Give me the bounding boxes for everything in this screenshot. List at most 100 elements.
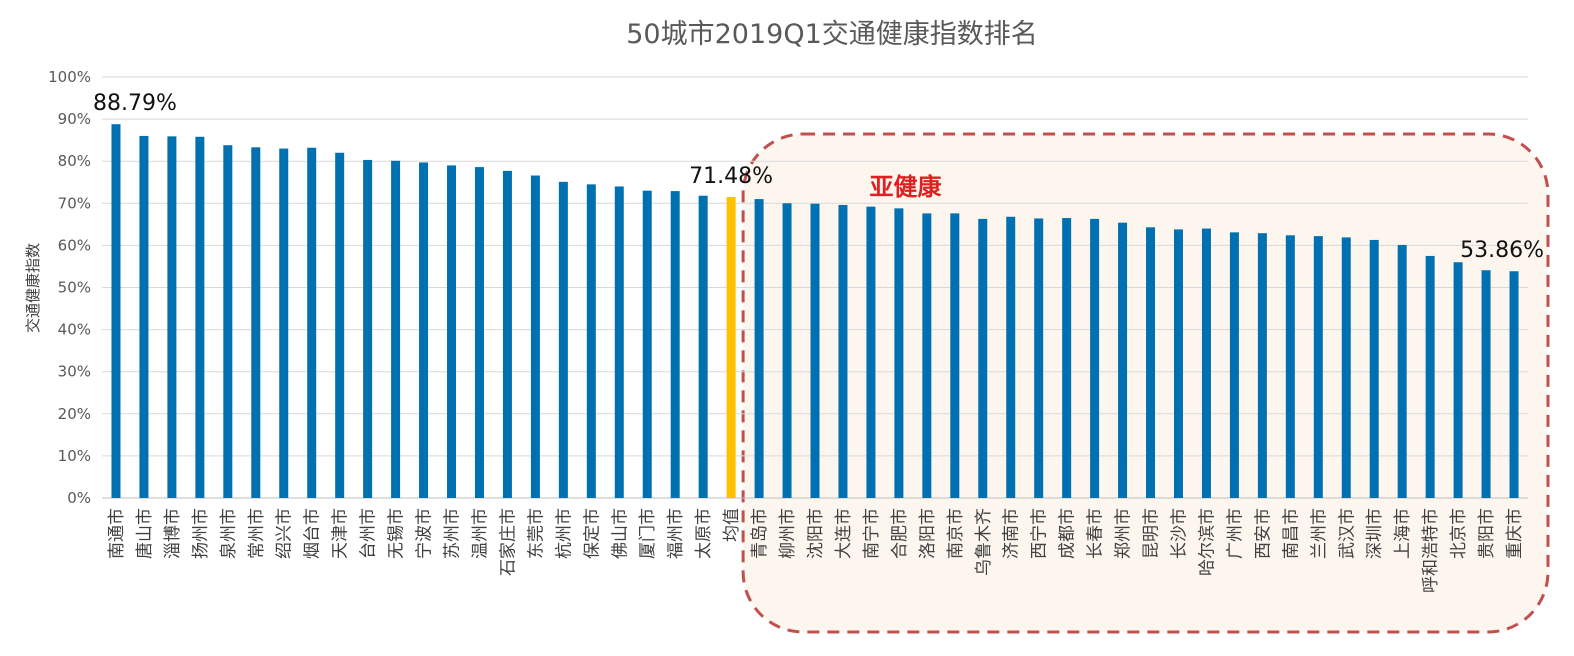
x-tick-label: 上海市 — [1393, 508, 1413, 559]
bar — [1201, 228, 1211, 498]
bar — [1257, 233, 1267, 499]
y-tick-label: 90% — [58, 110, 91, 128]
x-tick-label: 淄博市 — [163, 508, 183, 559]
bar — [139, 135, 149, 498]
y-tick-label: 20% — [58, 405, 91, 423]
x-tick-label: 均值 — [722, 508, 742, 542]
x-tick-label: 烟台市 — [303, 508, 323, 559]
x-tick-label: 柳州市 — [778, 508, 798, 559]
bars — [111, 124, 1519, 499]
x-tick-label: 宁波市 — [415, 508, 435, 559]
y-axis-ticks: 0% 10% 20% 30% 40% 50% 60% 70% 80% 90% 100% — [48, 68, 91, 507]
bar — [558, 181, 568, 499]
x-tick-label: 绍兴市 — [275, 508, 295, 559]
y-tick-label: 60% — [58, 236, 91, 254]
y-tick-label: 0% — [67, 489, 91, 507]
bar — [335, 152, 345, 498]
bar — [279, 148, 289, 498]
x-tick-label: 济南市 — [1002, 508, 1022, 559]
x-tick-label: 成都市 — [1058, 508, 1078, 559]
x-tick-label: 昆明市 — [1142, 508, 1162, 559]
bar — [1173, 229, 1183, 499]
x-tick-label: 太原市 — [694, 508, 714, 559]
x-tick-label: 呼和浩特市 — [1421, 508, 1441, 593]
x-tick-label: 扬州市 — [191, 508, 211, 559]
bar — [1229, 232, 1239, 498]
bar — [838, 204, 848, 498]
data-label: 53.86% — [1460, 238, 1544, 263]
x-tick-label: 乌鲁木齐 — [974, 508, 994, 576]
x-tick-label: 唐山市 — [134, 508, 155, 559]
x-tick-label: 苏州市 — [443, 508, 463, 559]
y-tick-label: 80% — [58, 152, 91, 170]
bar — [223, 145, 233, 498]
x-axis-categories: 南通市 唐山市 淄博市 扬州市 泉州市 常州市 绍兴市 烟台市 天津市 台州市 无锡市 宁波市 苏州市温… — [107, 508, 1525, 593]
chart-title: 50城市2019Q1交通健康指数排名 — [626, 19, 1038, 50]
bar — [726, 197, 736, 498]
bar — [167, 136, 177, 498]
bar — [586, 184, 596, 499]
x-tick-label: 哈尔滨市 — [1197, 508, 1217, 576]
x-tick-label: 天津市 — [331, 508, 351, 559]
bar — [754, 199, 764, 498]
x-tick-label: 合肥市 — [890, 508, 910, 559]
x-tick-label: 常州市 — [247, 508, 267, 559]
bar — [1118, 222, 1128, 498]
x-tick-label: 杭州市 — [554, 508, 574, 559]
x-tick-label: 台州市 — [359, 508, 379, 559]
y-tick-label: 70% — [58, 194, 91, 212]
sub-health-label: 亚健康 — [870, 173, 943, 201]
x-tick-label: 深圳市 — [1365, 508, 1385, 559]
x-tick-label: 郑州市 — [1114, 508, 1134, 559]
bar — [1453, 262, 1463, 498]
y-tick-label: 50% — [58, 279, 91, 297]
data-label: 88.79% — [93, 91, 177, 116]
x-tick-label: 无锡市 — [387, 508, 407, 559]
x-tick-label: 佛山市 — [610, 508, 630, 559]
bar — [978, 218, 988, 498]
bar — [1090, 218, 1100, 498]
x-tick-label: 厦门市 — [638, 508, 658, 559]
bar — [502, 170, 512, 498]
y-tick-label: 40% — [58, 321, 91, 339]
x-tick-label: 南通市 — [107, 508, 127, 559]
y-tick-label: 10% — [58, 447, 91, 465]
bar — [1481, 270, 1491, 498]
y-tick-label: 30% — [58, 363, 91, 381]
bar — [1285, 235, 1295, 498]
x-tick-label: 重庆市 — [1505, 508, 1525, 559]
bar — [1509, 271, 1519, 498]
x-tick-label: 南宁市 — [862, 508, 882, 559]
bar — [614, 186, 624, 498]
x-tick-label: 兰州市 — [1309, 508, 1329, 559]
bar — [195, 136, 205, 499]
x-tick-label: 温州市 — [470, 508, 490, 559]
x-tick-label: 沈阳市 — [806, 508, 826, 559]
x-tick-label: 南昌市 — [1281, 508, 1301, 559]
bar — [307, 147, 317, 498]
x-tick-label: 广州市 — [1225, 508, 1245, 559]
bar — [1006, 216, 1016, 498]
x-tick-label: 洛阳市 — [918, 508, 938, 559]
bar — [363, 159, 373, 498]
bar — [1313, 236, 1323, 498]
bar — [1034, 218, 1044, 498]
data-label: 71.48% — [689, 164, 773, 189]
x-tick-label: 长沙市 — [1169, 508, 1189, 559]
x-tick-label: 南京市 — [946, 508, 966, 559]
bar — [866, 206, 876, 498]
bar — [698, 195, 708, 499]
bar — [391, 160, 401, 499]
bar — [1369, 239, 1379, 498]
y-tick-label: 100% — [48, 68, 91, 86]
data-labels: 88.79% 71.48% 53.86% — [93, 91, 1544, 263]
x-tick-label: 贵阳市 — [1477, 508, 1497, 559]
x-tick-label: 石家庄市 — [498, 508, 518, 576]
x-tick-label: 青岛市 — [750, 508, 770, 559]
bar — [810, 203, 820, 498]
x-tick-label: 保定市 — [582, 508, 602, 559]
bar — [1341, 237, 1351, 498]
x-tick-label: 长春市 — [1086, 508, 1106, 559]
bar — [670, 191, 680, 498]
